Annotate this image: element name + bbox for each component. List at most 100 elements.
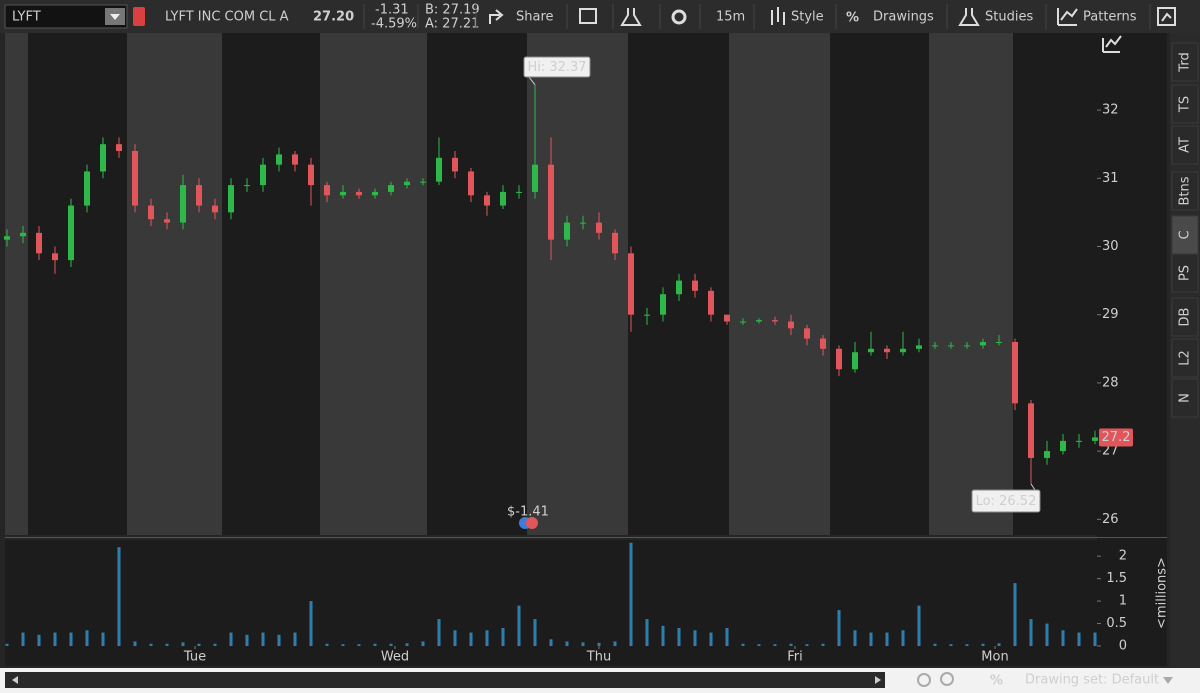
candle-body [196, 185, 202, 206]
y-tick-label: 30 [1102, 239, 1119, 254]
candle-body [276, 154, 282, 165]
dropdown-arrow [110, 14, 120, 20]
toolbar-button[interactable]: Style [791, 10, 824, 25]
zoom-icon[interactable] [917, 673, 931, 687]
volume-bar [389, 643, 393, 646]
hi-box [523, 56, 591, 78]
event-icon[interactable] [526, 517, 538, 529]
candle-body [164, 219, 170, 223]
volume-bar [69, 632, 73, 646]
side-tab[interactable]: PS [1178, 265, 1193, 281]
gear-icon[interactable] [671, 9, 687, 25]
side-tab-bg[interactable] [1171, 297, 1199, 337]
drawing-icon[interactable]: % [990, 674, 1003, 689]
toolbar-button[interactable]: 15m [716, 10, 745, 25]
note-icon[interactable] [579, 8, 597, 24]
candle-body [532, 164, 538, 192]
volume-bar [21, 632, 25, 646]
candle-body [324, 185, 330, 196]
side-tab[interactable]: N [1178, 393, 1193, 403]
toolbar-button[interactable]: Patterns [1083, 10, 1137, 25]
volume-bar [533, 619, 537, 646]
volume-bar [293, 632, 297, 646]
net-change-pct: -4.59% [371, 17, 417, 32]
volume-panel [5, 540, 1097, 646]
scrollbar-track[interactable] [5, 672, 885, 688]
candle-body [740, 321, 746, 323]
toolbar-button[interactable]: Drawings [873, 10, 934, 25]
volume-bar [869, 632, 873, 646]
candle-body [580, 222, 586, 224]
candle-body [852, 352, 858, 370]
volume-bar [773, 644, 777, 646]
side-tab-bg[interactable] [1171, 338, 1199, 378]
toolbar-button[interactable]: Share [516, 10, 554, 25]
volume-bar [821, 643, 825, 646]
more-icon[interactable] [1157, 7, 1176, 26]
side-tab[interactable]: TS [1178, 96, 1193, 113]
toolbar-button[interactable]: Studies [985, 10, 1033, 25]
candle-body [292, 154, 298, 165]
candle-body [1012, 341, 1018, 404]
drawings-icon[interactable]: % [846, 11, 859, 26]
scroll-left[interactable] [12, 676, 18, 684]
volume-bar [885, 632, 889, 646]
candle-body [596, 222, 602, 233]
x-tick-label: Fri [787, 650, 803, 665]
side-tab-bg[interactable] [1171, 378, 1199, 418]
drawing-set-arrow[interactable] [1163, 677, 1173, 684]
candle-body [836, 348, 842, 370]
x-tick-label: Tue [183, 650, 206, 665]
volume-bar [1013, 583, 1017, 646]
volume-bar [613, 641, 617, 646]
candle-body [36, 232, 42, 254]
side-tab-bg[interactable] [1171, 125, 1199, 165]
candle-body [356, 191, 362, 196]
candle-body [244, 185, 250, 187]
volume-bar [581, 642, 585, 646]
candle-body [20, 232, 26, 237]
side-tab[interactable]: L2 [1178, 350, 1193, 366]
candle-body [692, 280, 698, 291]
side-tab-bg[interactable] [1171, 253, 1199, 293]
volume-bar [949, 644, 953, 646]
side-tab-bg[interactable] [1171, 215, 1199, 255]
drawing-set[interactable]: Drawing set: Default [1025, 673, 1159, 688]
candle-body [148, 205, 154, 220]
side-tab-bg[interactable] [1171, 42, 1199, 82]
side-tab[interactable]: Trd [1178, 52, 1193, 72]
volume-bar [325, 643, 329, 646]
side-tab[interactable]: AT [1178, 137, 1193, 153]
side-tab-bg[interactable] [1171, 171, 1199, 211]
volume-bar [981, 643, 985, 646]
candle-body [468, 171, 474, 196]
symbol-box[interactable] [4, 4, 128, 29]
candle-body [948, 345, 954, 347]
volume-bar [597, 642, 601, 646]
side-tab[interactable]: DB [1178, 308, 1193, 327]
side-tab[interactable]: C [1178, 230, 1193, 239]
volume-bar [1045, 623, 1049, 646]
side-tab[interactable]: Btns [1178, 176, 1193, 205]
volume-bar [853, 630, 857, 646]
lo-box [971, 489, 1041, 513]
scroll-right[interactable] [875, 676, 881, 684]
candle-body [436, 157, 442, 182]
volume-bar [693, 630, 697, 646]
event-label: $-1.41 [507, 505, 549, 520]
patterns-icon[interactable] [1057, 8, 1078, 26]
chart-settings-icon[interactable] [1102, 35, 1122, 53]
volume-bar [661, 625, 665, 646]
ask: A: 27.21 [425, 17, 479, 32]
flask-icon[interactable] [620, 8, 642, 26]
volume-bar [917, 605, 921, 646]
share-icon[interactable] [489, 9, 504, 24]
y-tick-label: 0 [1119, 639, 1127, 654]
zoom-icon[interactable] [940, 672, 954, 686]
candle-body [708, 290, 714, 315]
style-icon[interactable] [771, 7, 785, 25]
volume-bar [213, 643, 217, 646]
side-tab-bg[interactable] [1171, 84, 1199, 124]
studies-icon[interactable] [958, 8, 980, 26]
axis-panel [1097, 33, 1167, 666]
